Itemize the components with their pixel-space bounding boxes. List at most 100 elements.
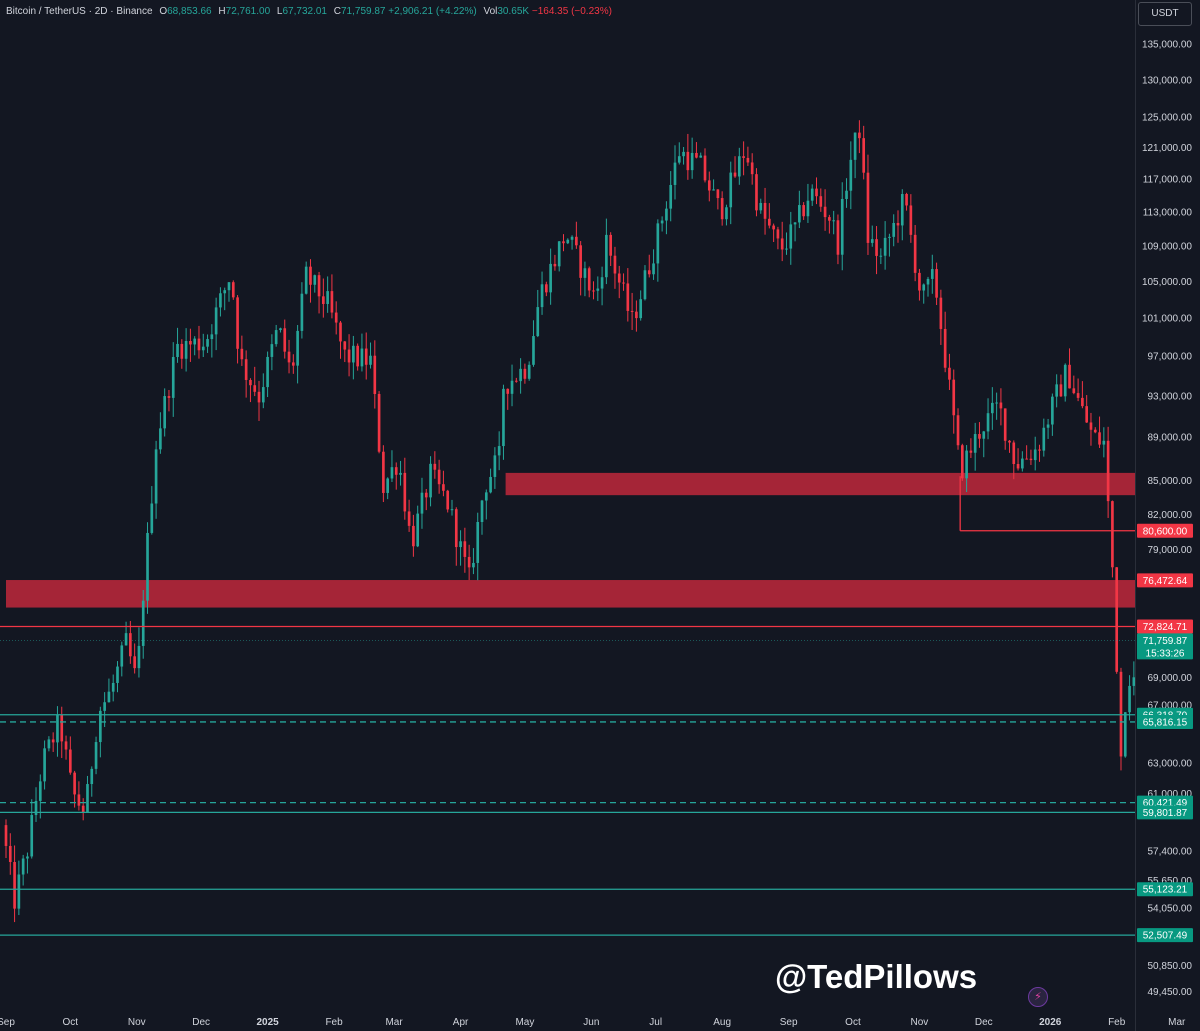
candle-body	[1046, 424, 1050, 428]
candle-body	[356, 345, 359, 367]
price-axis[interactable]: 135,000.00 130,000.00 125,000.00 121,000.00…	[1142, 40, 1192, 999]
candle-body	[261, 387, 265, 403]
candle-body	[1033, 449, 1037, 461]
symbol-title[interactable]: Bitcoin / TetherUS · 2D · Binance	[6, 6, 153, 17]
candle-body	[34, 800, 38, 816]
candle-body	[677, 156, 681, 163]
candle-body	[244, 359, 248, 380]
currency-button[interactable]: USDT	[1138, 2, 1192, 26]
candle-body	[68, 749, 72, 773]
candle-body	[802, 205, 805, 217]
candle-body	[146, 532, 149, 601]
y-tick-label: 121,000.00	[1142, 143, 1192, 154]
candle-body	[806, 200, 810, 217]
candle-body	[283, 328, 287, 352]
candle-body	[231, 282, 235, 298]
candle-body	[725, 207, 728, 220]
candle-body	[605, 234, 608, 278]
x-tick-label: May	[515, 1017, 534, 1028]
high-value: 72,761.00	[225, 6, 271, 17]
candle-body	[352, 345, 355, 363]
candle-body	[768, 218, 771, 226]
candle-body	[575, 236, 578, 246]
candle-body	[626, 283, 630, 311]
candle-body	[107, 691, 111, 703]
price-label-box	[1137, 805, 1193, 820]
time-axis[interactable]: Sep Oct Nov Dec 2025 Feb Mar Apr May Jun Jul Aug Sep…	[0, 1017, 1200, 1028]
candle-body	[81, 805, 85, 813]
candle-body	[1003, 408, 1007, 441]
candle-body	[193, 338, 197, 345]
candle-body	[669, 184, 673, 209]
candle-body	[103, 702, 106, 711]
candle-body	[832, 220, 835, 222]
candle-body	[810, 188, 814, 201]
price-label-text: 59,801.87	[1143, 808, 1188, 819]
price-label-box	[1137, 928, 1193, 943]
candle-body	[793, 222, 797, 225]
candle-body	[690, 152, 694, 171]
lightning-icon[interactable]: ⚡	[1028, 987, 1048, 1007]
y-tick-label: 125,000.00	[1142, 112, 1192, 123]
candle-body	[853, 132, 857, 160]
y-tick-label: 79,000.00	[1148, 545, 1193, 556]
candle-body	[1021, 458, 1024, 469]
price-labels: 80,600.00 76,472.64 72,824.71 71,759.8715:3…	[1137, 523, 1193, 943]
y-tick-label: 135,000.00	[1142, 40, 1192, 51]
candle-body	[13, 861, 16, 909]
candle-body	[17, 874, 21, 909]
x-tick-label: Jun	[583, 1017, 599, 1028]
candle-body	[210, 334, 214, 340]
candle-body	[1128, 685, 1131, 713]
candle-body	[497, 446, 501, 456]
price-label-text: 55,123.21	[1143, 885, 1188, 896]
candle-body	[510, 380, 514, 394]
x-tick-label: Nov	[128, 1017, 146, 1028]
candle-body	[557, 241, 561, 267]
x-tick-label: Oct	[845, 1017, 861, 1028]
candle-body	[467, 556, 471, 568]
x-tick-label: 2026	[1039, 1017, 1062, 1028]
candle-body	[433, 463, 437, 470]
candle-body	[1038, 449, 1041, 451]
candle-body	[1115, 567, 1119, 672]
low-label: L	[276, 6, 283, 17]
candle-body	[463, 541, 467, 557]
candle-body	[219, 293, 222, 308]
x-tick-label: Feb	[325, 1017, 343, 1028]
candle-body	[652, 263, 655, 275]
candle-body	[90, 768, 94, 785]
candle-body	[935, 269, 938, 298]
levels-layer	[0, 476, 1135, 936]
candle-body	[695, 152, 698, 158]
candle-body	[64, 741, 68, 750]
candle-body	[287, 351, 291, 363]
candle-body	[60, 714, 64, 742]
y-tick-label: 61,000.00	[1148, 789, 1193, 800]
candle-body	[56, 714, 59, 743]
candle-body	[823, 206, 827, 218]
candle-body	[1063, 364, 1067, 397]
y-tick-label: 67,000.00	[1148, 701, 1193, 712]
candle-body	[1042, 427, 1046, 451]
candle-body	[1059, 384, 1063, 397]
candle-body	[394, 467, 398, 475]
candle-body	[883, 237, 887, 256]
candle-body	[922, 284, 926, 291]
candle-body	[609, 234, 612, 256]
candle-body	[699, 155, 703, 158]
candle-body	[956, 415, 960, 446]
candle-body	[622, 282, 625, 284]
candle-body	[1085, 406, 1089, 423]
candle-body	[442, 484, 445, 491]
open-label: O	[159, 6, 168, 17]
candle-body	[111, 682, 115, 692]
volume-change: −164.35 (−0.23%)	[531, 6, 612, 17]
y-tick-label: 93,000.00	[1148, 391, 1193, 402]
candle-body	[424, 492, 428, 498]
candle-body	[918, 272, 921, 291]
candle-body	[47, 739, 51, 749]
candle-body	[703, 155, 707, 181]
candle-body	[223, 290, 227, 294]
